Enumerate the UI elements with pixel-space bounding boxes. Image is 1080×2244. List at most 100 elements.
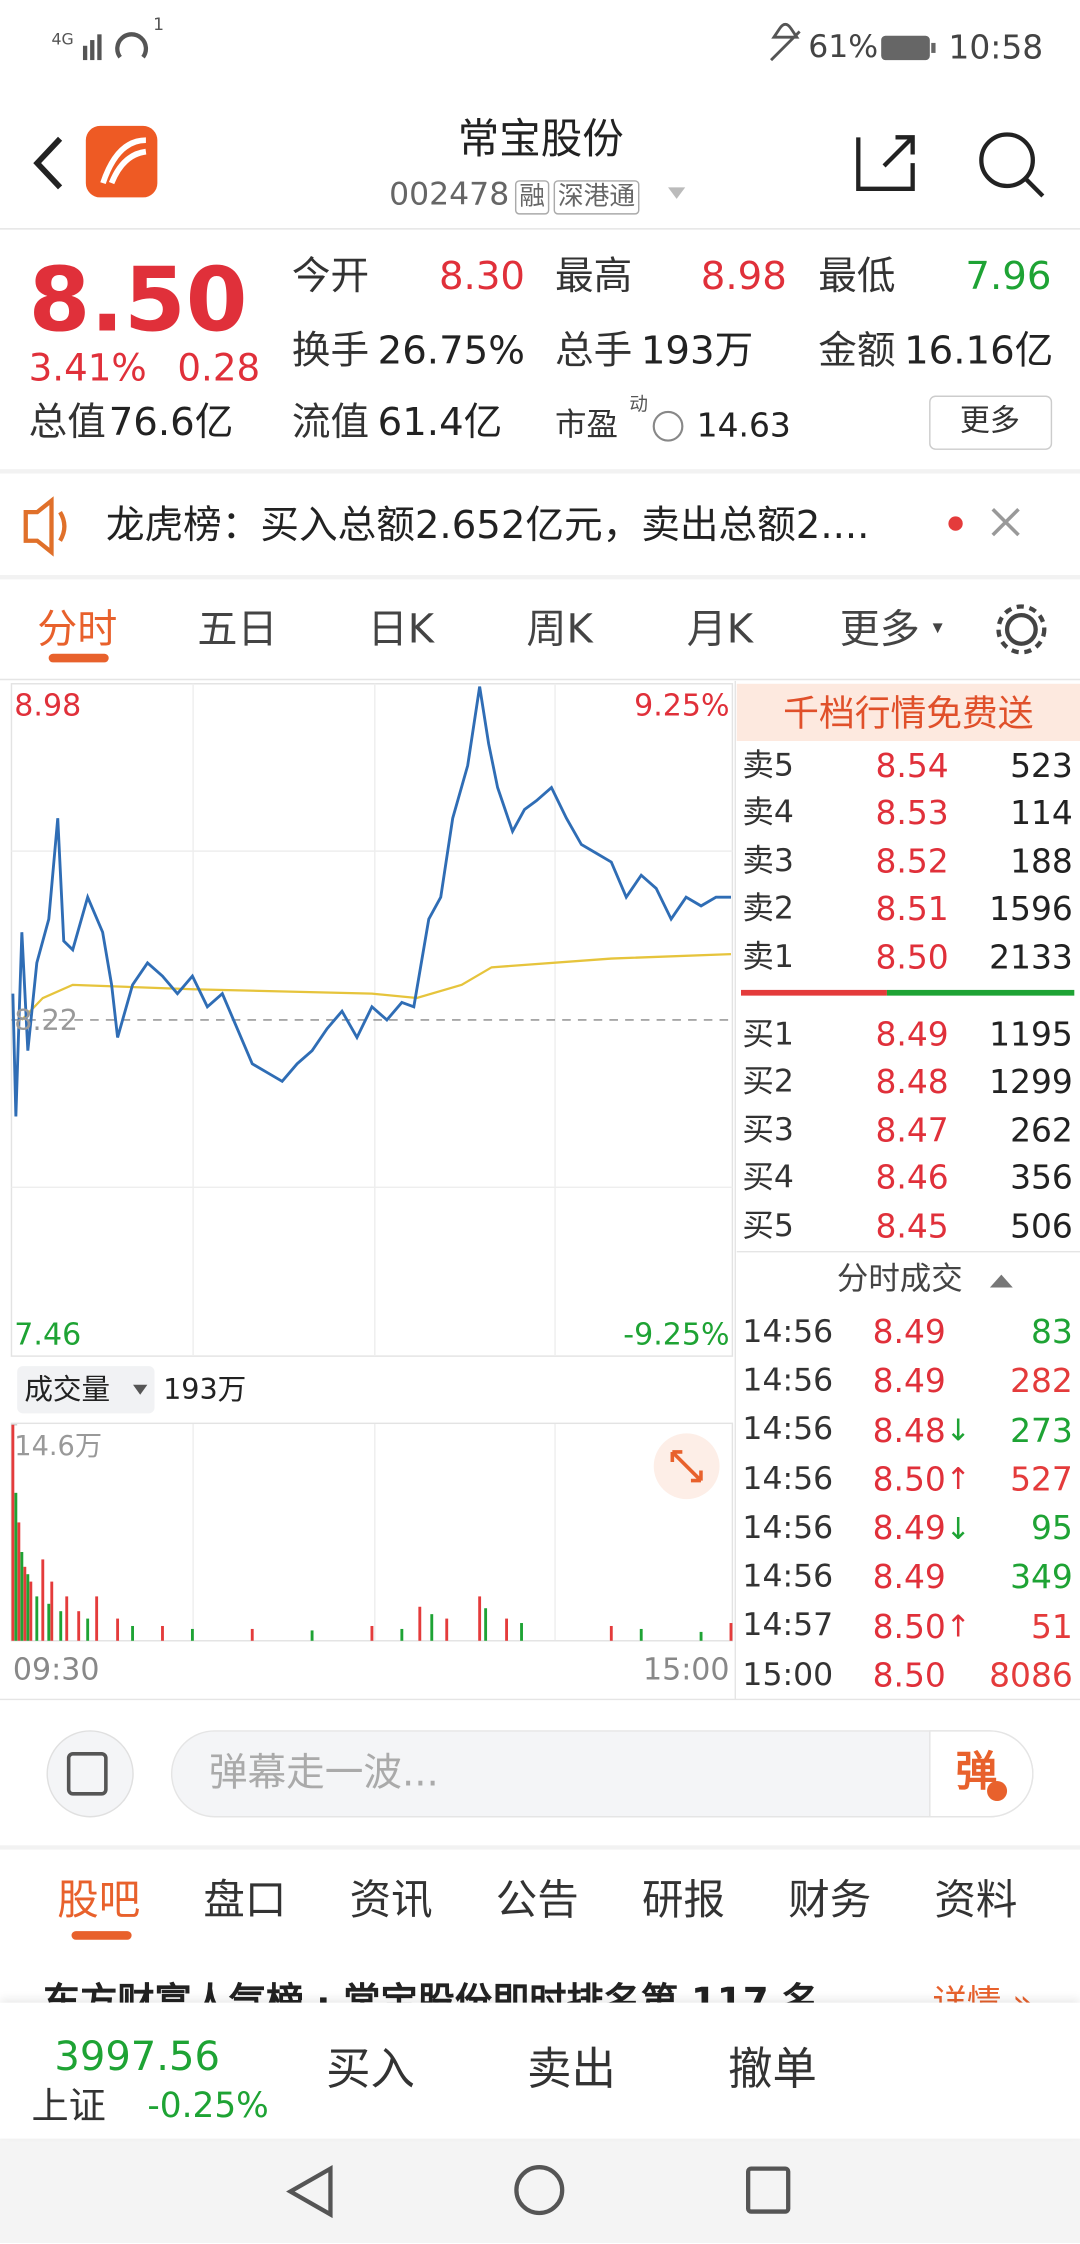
section-tab[interactable]: 资料 xyxy=(934,1874,1018,1924)
promo-banner[interactable]: 千档行情免费送 xyxy=(783,691,1034,734)
volume-bar xyxy=(50,1581,54,1641)
section-tab[interactable]: 股吧 xyxy=(57,1874,141,1924)
book-level: 卖2 xyxy=(742,891,794,928)
settings-icon[interactable] xyxy=(1004,612,1038,646)
feed-text[interactable]: 东方财富人气榜 · 常宝股份即时排名第 117 名 xyxy=(42,1981,819,2003)
back-icon[interactable] xyxy=(33,136,63,190)
field-value: 16.16亿 xyxy=(904,329,1054,374)
book-price: 8.46 xyxy=(875,1160,949,1198)
signal-icon xyxy=(82,34,102,61)
book-level: 买3 xyxy=(742,1112,794,1149)
volume-bar xyxy=(11,1424,15,1641)
volume-max-label: 14.6万 xyxy=(14,1430,103,1462)
close-icon[interactable] xyxy=(991,507,1020,537)
feed-link[interactable]: 详情 » xyxy=(932,1982,1034,2003)
more-button[interactable] xyxy=(929,395,1053,450)
y-tick-label: 7.46 xyxy=(14,1317,82,1353)
chart-tab[interactable]: 日K xyxy=(367,605,434,653)
comment-placeholder[interactable]: 弹幕走一波... xyxy=(208,1751,439,1796)
stock-code: 002478 xyxy=(389,176,510,213)
search-handle xyxy=(1024,177,1045,198)
trade-time: 14:56 xyxy=(742,1510,834,1547)
trade-time: 14:56 xyxy=(742,1314,834,1350)
x-tick-label: 15:00 xyxy=(642,1652,730,1687)
trade-action[interactable]: 卖出 xyxy=(527,2044,616,2097)
volume-selector[interactable] xyxy=(17,1366,155,1414)
feed-clip: 东方财富人气榜 · 常宝股份即时排名第 117 名 详情 » xyxy=(0,1948,1080,2002)
nav-home[interactable] xyxy=(514,2165,565,2216)
field-value: 193万 xyxy=(640,329,754,374)
book-volume: 506 xyxy=(1010,1208,1073,1246)
trades-title[interactable]: 分时成交 xyxy=(836,1261,963,1297)
search-icon[interactable] xyxy=(979,132,1035,189)
nav-back[interactable] xyxy=(286,2164,333,2219)
field-value: 8.98 xyxy=(700,254,787,300)
field-label: 总手 xyxy=(555,329,633,374)
dropdown-icon[interactable] xyxy=(668,187,686,199)
field-label: 换手 xyxy=(291,329,370,374)
comment-icon-button[interactable] xyxy=(46,1730,134,1818)
stock-tag: 深港通 xyxy=(553,180,640,215)
book-price: 8.45 xyxy=(875,1208,949,1246)
volume-bar xyxy=(310,1630,314,1641)
banner-bg[interactable] xyxy=(736,683,1080,741)
trade-volume: 8086 xyxy=(989,1657,1073,1696)
section-tab[interactable]: 盘口 xyxy=(203,1874,287,1924)
collapse-icon[interactable] xyxy=(989,1274,1013,1288)
volume-bar xyxy=(35,1596,39,1641)
chart-tab[interactable]: 月K xyxy=(686,605,753,653)
section-tab[interactable]: 财务 xyxy=(788,1874,872,1924)
book-volume: 114 xyxy=(1010,795,1073,834)
section-tab[interactable]: 公告 xyxy=(495,1874,579,1924)
section-tab[interactable]: 资讯 xyxy=(349,1874,433,1924)
volume-bar xyxy=(29,1581,33,1641)
field-value: 7.96 xyxy=(965,254,1052,300)
settings-cog xyxy=(996,604,1047,655)
trade-price: 8.49 xyxy=(872,1510,946,1548)
notice-text[interactable]: 龙虎榜：买入总额2.652亿元，卖出总额2.... xyxy=(105,503,870,549)
volume-bar xyxy=(86,1618,90,1641)
volume-bar xyxy=(14,1492,18,1641)
book-volume: 188 xyxy=(1010,843,1073,882)
section-tab[interactable]: 研报 xyxy=(642,1874,725,1924)
section-underline xyxy=(71,1931,132,1940)
trade-price: 8.48 xyxy=(872,1412,946,1450)
chart-tab[interactable]: 分时 xyxy=(37,605,118,653)
field-value: 14.63 xyxy=(696,407,791,445)
bid-strength xyxy=(886,989,1075,996)
more-button-label[interactable]: 更多 xyxy=(959,403,1020,439)
volume-bar xyxy=(445,1618,449,1641)
index-change: -0.25% xyxy=(147,2085,269,2126)
index-name: 上证 xyxy=(31,2085,106,2129)
separator xyxy=(0,575,1080,580)
change-percent: 3.41% xyxy=(28,347,147,391)
field-label: 总值 xyxy=(28,400,106,446)
wifi-icon xyxy=(115,32,149,59)
chart-tab[interactable]: 周K xyxy=(526,605,593,653)
volume-bar xyxy=(20,1552,24,1641)
chart-tab[interactable]: 五日 xyxy=(197,605,278,653)
info-icon[interactable] xyxy=(652,410,684,442)
trade-price: 8.49 xyxy=(872,1363,946,1401)
volume-bar xyxy=(729,1623,733,1641)
trade-action[interactable]: 撤单 xyxy=(728,2044,817,2097)
trade-volume: 95 xyxy=(1030,1510,1073,1548)
volume-bar xyxy=(41,1559,45,1641)
volume-bar xyxy=(95,1596,99,1641)
share-icon[interactable] xyxy=(856,135,915,191)
volume-label[interactable]: 成交量 xyxy=(24,1371,111,1407)
chart-tab-caret: ▾ xyxy=(932,616,943,640)
book-level: 卖3 xyxy=(742,843,794,880)
field-label: 金额 xyxy=(818,329,896,374)
trade-time: 15:00 xyxy=(742,1657,834,1694)
field-value: 76.6亿 xyxy=(108,400,234,446)
chart-tab[interactable]: 更多 xyxy=(839,605,920,653)
clock: 10:58 xyxy=(948,29,1044,68)
danmaku-button[interactable] xyxy=(929,1730,1034,1818)
trade-action[interactable]: 买入 xyxy=(326,2044,415,2097)
nav-recent[interactable] xyxy=(746,2166,791,2214)
danmaku-label[interactable]: 弹 xyxy=(955,1746,998,1795)
